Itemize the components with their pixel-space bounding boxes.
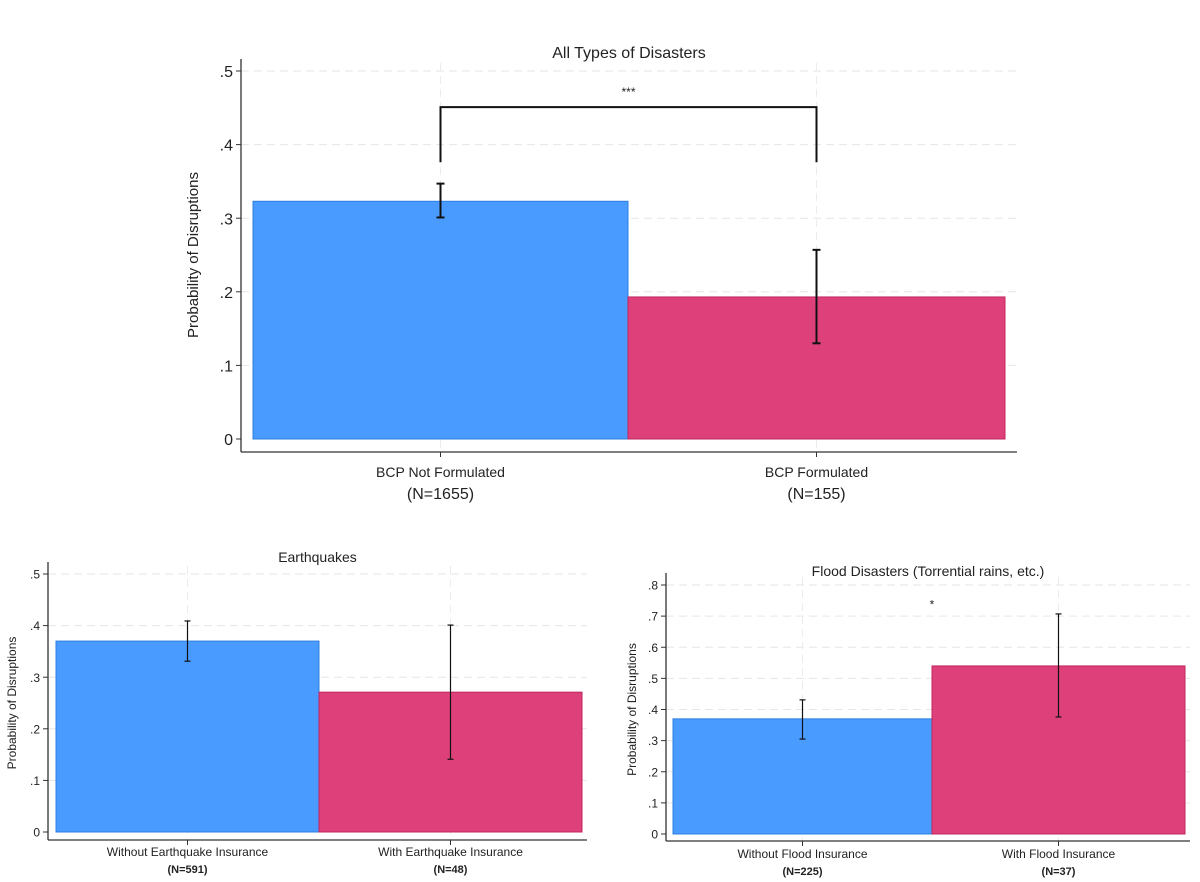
y-tick-label: 0 xyxy=(33,826,40,840)
chart-title: Flood Disasters (Torrential rains, etc.) xyxy=(812,563,1045,579)
y-tick-label: 0 xyxy=(224,432,233,449)
y-tick-label: .3 xyxy=(30,671,40,685)
y-tick-label: .5 xyxy=(648,672,658,686)
y-tick-label: .3 xyxy=(648,734,658,748)
x-sample-size-label: (N=48) xyxy=(434,864,468,876)
y-tick-label: .7 xyxy=(648,610,658,624)
x-category-label: BCP Not Formulated xyxy=(376,464,505,480)
x-sample-size-label: (N=1655) xyxy=(407,486,474,503)
y-tick-label: .5 xyxy=(30,568,40,582)
chart-title: All Types of Disasters xyxy=(552,45,706,62)
significance-label: * xyxy=(930,598,935,612)
y-tick-label: .1 xyxy=(648,796,658,810)
y-axis-label: Probability of Disruptions xyxy=(5,637,19,770)
significance-label: *** xyxy=(621,85,635,99)
x-sample-size-label: (N=37) xyxy=(1042,866,1076,878)
y-axis-label: Probability of Disruptions xyxy=(185,172,202,338)
x-sample-size-label: (N=225) xyxy=(782,866,822,878)
y-tick-label: .8 xyxy=(648,579,658,593)
chart-panel-1: 0 .1 .2 .3 .4 .5 BCP Not Formulated (N=1655) BCP… xyxy=(185,45,1017,503)
y-tick-label: .2 xyxy=(30,722,40,736)
chart-title: Earthquakes xyxy=(278,549,357,565)
y-tick-label: .6 xyxy=(648,641,658,655)
y-tick-label: .4 xyxy=(648,703,658,717)
y-tick-label: .1 xyxy=(30,774,40,788)
y-tick-label: .3 xyxy=(220,211,233,228)
y-tick-label: .4 xyxy=(30,619,40,633)
x-sample-size-label: (N=155) xyxy=(787,486,845,503)
y-tick-label: .2 xyxy=(220,285,233,302)
x-category-label: With Flood Insurance xyxy=(1002,847,1116,861)
x-sample-size-label: (N=591) xyxy=(167,864,207,876)
x-category-label: Without Earthquake Insurance xyxy=(107,845,269,859)
x-category-label: BCP Formulated xyxy=(765,464,868,480)
significance-bracket xyxy=(439,106,818,163)
y-tick-label: .5 xyxy=(220,64,233,81)
y-axis-label: Probability of Disruptions xyxy=(625,643,639,776)
chart-panel-2: 0 .1 .2 .3 .4 .5 Without Earthquake Insurance (… xyxy=(5,549,587,876)
x-category-label: With Earthquake Insurance xyxy=(378,845,523,859)
y-tick-label: .4 xyxy=(220,138,233,155)
bar-without xyxy=(252,200,629,440)
bar-without xyxy=(55,640,320,833)
x-category-label: Without Flood Insurance xyxy=(737,847,867,861)
y-tick-label: .1 xyxy=(220,358,233,375)
chart-panel-3: 0 .1 .2 .3 .4 .5 .6 .7 .8 Without Flood Insurance… xyxy=(625,563,1190,878)
y-tick-label: 0 xyxy=(651,828,658,842)
y-tick-label: .2 xyxy=(648,765,658,779)
